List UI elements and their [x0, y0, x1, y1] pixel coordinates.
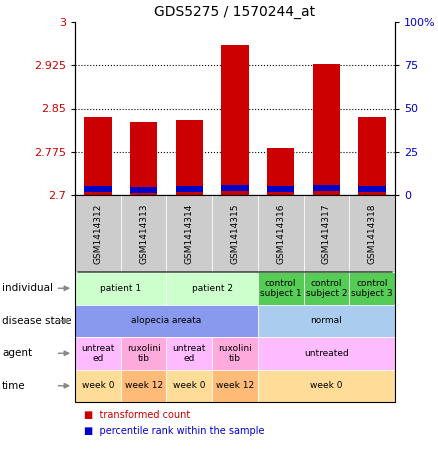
Text: week 12: week 12 — [216, 381, 254, 390]
Bar — [221, 45, 249, 195]
Text: control
subject 1: control subject 1 — [260, 279, 301, 298]
Text: ruxolini
tib: ruxolini tib — [127, 343, 160, 363]
Text: untreat
ed: untreat ed — [173, 343, 206, 363]
Text: alopecia areata: alopecia areata — [131, 316, 201, 325]
Text: untreat
ed: untreat ed — [81, 343, 115, 363]
Bar — [358, 116, 386, 195]
Bar — [313, 185, 340, 191]
Text: patient 2: patient 2 — [192, 284, 233, 293]
Bar — [267, 186, 294, 192]
Text: control
subject 3: control subject 3 — [351, 279, 393, 298]
Text: GSM1414312: GSM1414312 — [93, 203, 102, 264]
Text: GSM1414313: GSM1414313 — [139, 203, 148, 264]
Text: GDS5275 / 1570244_at: GDS5275 / 1570244_at — [155, 5, 315, 19]
Bar — [176, 186, 203, 192]
Text: ■  transformed count: ■ transformed count — [84, 410, 190, 420]
Text: week 0: week 0 — [173, 381, 205, 390]
Text: GSM1414318: GSM1414318 — [367, 203, 377, 264]
Text: week 12: week 12 — [124, 381, 162, 390]
Text: normal: normal — [311, 316, 343, 325]
Text: week 0: week 0 — [310, 381, 343, 390]
Bar — [221, 185, 249, 191]
Bar — [176, 120, 203, 195]
Text: agent: agent — [2, 348, 32, 358]
Text: GSM1414317: GSM1414317 — [322, 203, 331, 264]
Text: GSM1414315: GSM1414315 — [230, 203, 240, 264]
Text: GSM1414314: GSM1414314 — [185, 203, 194, 264]
Bar — [358, 186, 386, 192]
Text: control
subject 2: control subject 2 — [306, 279, 347, 298]
Text: time: time — [2, 381, 26, 391]
Bar — [130, 187, 157, 193]
Text: disease state: disease state — [2, 316, 71, 326]
Text: patient 1: patient 1 — [100, 284, 141, 293]
Bar — [84, 186, 112, 192]
Text: untreated: untreated — [304, 349, 349, 358]
Bar — [313, 63, 340, 195]
Bar — [267, 148, 294, 195]
Text: GSM1414316: GSM1414316 — [276, 203, 285, 264]
Text: week 0: week 0 — [81, 381, 114, 390]
Bar — [84, 116, 112, 195]
Bar — [130, 122, 157, 195]
Text: individual: individual — [2, 283, 53, 293]
Text: ■  percentile rank within the sample: ■ percentile rank within the sample — [84, 426, 264, 436]
Text: ruxolini
tib: ruxolini tib — [218, 343, 252, 363]
